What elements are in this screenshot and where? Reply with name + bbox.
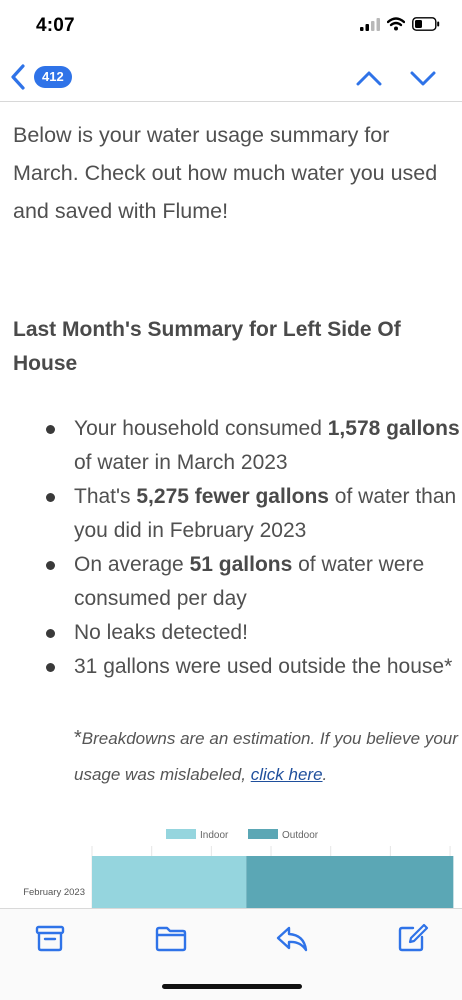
legend-swatch-outdoor (248, 829, 278, 839)
legend-swatch-indoor (166, 829, 196, 839)
folder-icon[interactable] (154, 923, 188, 953)
bullet-bold: 5,275 fewer gallons (136, 485, 329, 508)
usage-chart: Indoor Outdoor February 2023 (23, 829, 454, 908)
bullet-dot (46, 629, 55, 638)
home-indicator (162, 984, 302, 989)
bullet-bold: 1,578 gallons (327, 417, 460, 440)
summary-title: Last Month's Summary for Left Side Of Ho… (13, 318, 401, 375)
archive-icon[interactable] (33, 923, 67, 953)
click-here-link[interactable]: click here (250, 765, 323, 784)
email-body: Below is your water usage summary for Ma… (0, 102, 462, 908)
bullet-dot (46, 493, 55, 502)
bullet-text: 31 gallons were used outside the house* (74, 655, 453, 678)
legend-label-indoor: Indoor (200, 830, 229, 841)
bullet-dot (46, 425, 55, 434)
list-item: 31 gallons were used outside the house* (0, 650, 462, 684)
list-item: No leaks detected! (0, 616, 462, 650)
bar-indoor (92, 856, 247, 908)
list-item: Your household consumed 1,578 gallons of… (0, 412, 462, 480)
footnote-text: Breakdowns are an estimation. If you bel… (74, 729, 458, 784)
bullet-text: On average (74, 553, 190, 576)
back-button[interactable]: 412 (10, 62, 90, 92)
chevron-left-icon (11, 64, 25, 90)
next-message-button[interactable] (408, 66, 438, 90)
previous-message-button[interactable] (354, 66, 384, 90)
intro-text: Below is your water usage summary for Ma… (13, 123, 438, 223)
footnote-star: * (74, 727, 82, 749)
cellular-signal-icon (360, 17, 380, 31)
reply-icon[interactable] (275, 923, 309, 953)
bar-outdoor (246, 856, 454, 908)
status-time: 4:07 (36, 15, 75, 36)
message-count-badge: 412 (34, 66, 72, 88)
category-label: February 2023 (23, 887, 85, 898)
legend-label-outdoor: Outdoor (282, 830, 319, 841)
compose-icon[interactable] (396, 923, 430, 953)
bullet-text: No leaks detected! (74, 621, 248, 644)
bullet-text: of water were consumed per day (74, 553, 425, 610)
list-item: That's 5,275 fewer gallons of water than… (0, 480, 462, 548)
bullet-dot (46, 561, 55, 570)
mail-nav-bar: 412 (0, 52, 462, 102)
footnote-end: . (322, 765, 328, 784)
bullet-text: of water in March 2023 (74, 451, 288, 474)
bullet-text: That's (74, 485, 137, 508)
status-icons (360, 17, 440, 31)
bullet-text: Your household consumed (74, 417, 328, 440)
list-item: On average 51 gallons of water were cons… (0, 548, 462, 616)
bullet-dot (46, 663, 55, 672)
status-bar: 4:07 (0, 0, 462, 52)
bullet-text: of water than you did in February 2023 (74, 485, 457, 542)
battery-icon (412, 17, 440, 31)
footnote: *Breakdowns are an estimation. If you be… (74, 720, 462, 793)
wifi-icon (387, 17, 405, 31)
bullet-bold: 51 gallons (189, 553, 293, 576)
summary-list: Your household consumed 1,578 gallons of… (0, 412, 462, 684)
